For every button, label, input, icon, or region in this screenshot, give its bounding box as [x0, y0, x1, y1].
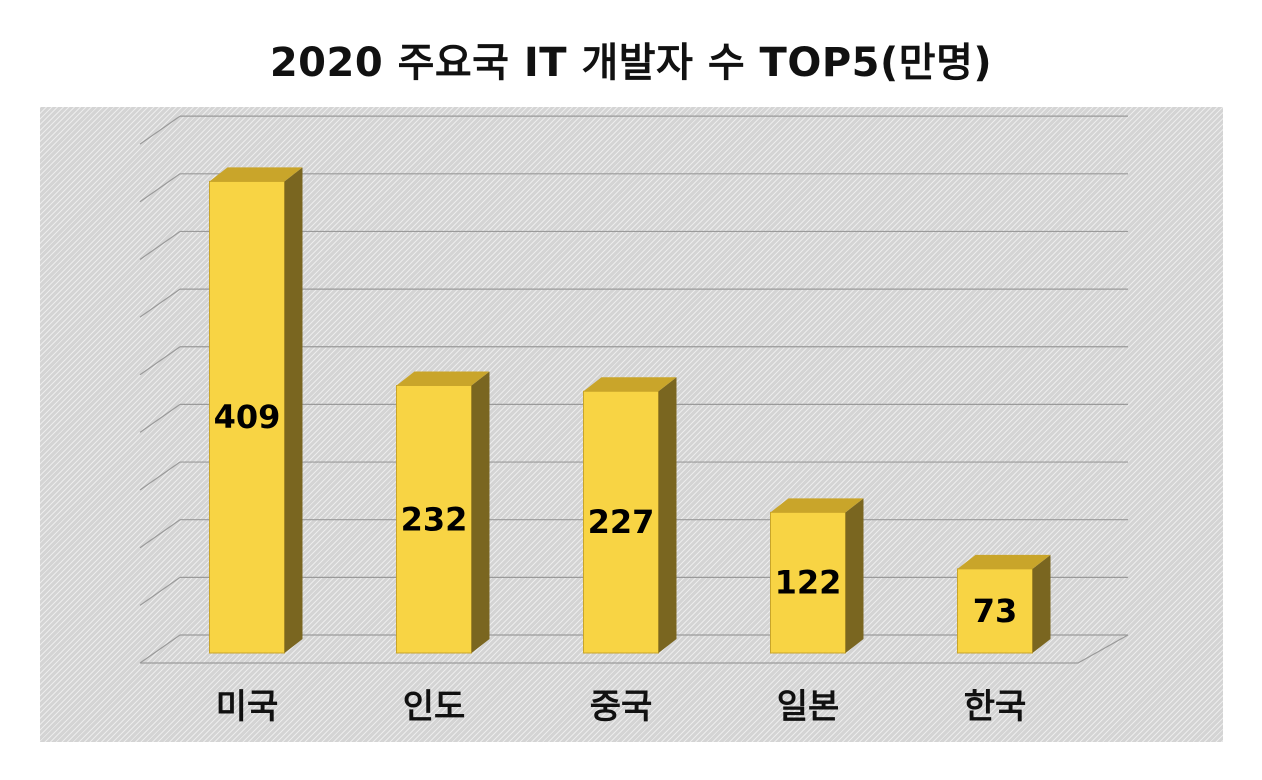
gridline-left-wall	[139, 519, 181, 549]
bar-value-label: 122	[775, 564, 842, 602]
category-label: 미국	[216, 687, 279, 727]
gridline-left-wall	[139, 115, 181, 145]
bars: 409 232 227 122 73	[209, 167, 1051, 654]
gridline-left-wall	[139, 173, 181, 203]
category-label: 중국	[590, 687, 653, 727]
bar-side	[471, 371, 490, 653]
bar-side	[1032, 554, 1051, 653]
gridline-left-wall	[139, 576, 181, 606]
bar	[396, 385, 472, 654]
bar-top	[583, 377, 677, 392]
chart-title: 2020 주요국 IT 개발자 수 TOP5(만명)	[269, 40, 993, 86]
bar-value-label: 227	[588, 503, 655, 541]
bar-value-label: 73	[973, 592, 1018, 630]
bar-side	[284, 167, 303, 653]
bar-side	[658, 377, 677, 653]
bar-top	[209, 167, 303, 182]
category-label: 일본	[777, 687, 840, 727]
gridline-left-wall	[139, 288, 181, 318]
bar	[957, 568, 1033, 654]
gridline-left-wall	[139, 461, 181, 491]
bar-value-label: 232	[401, 500, 468, 538]
bar	[770, 511, 846, 654]
bar-top	[957, 554, 1051, 569]
gridline-left-wall	[139, 403, 181, 433]
category-labels: 미국 인도 중국 일본 한국	[216, 687, 1027, 727]
bar-value-label: 409	[214, 398, 281, 436]
bar-top	[396, 371, 490, 386]
bar-top	[770, 498, 864, 513]
floor-edge	[140, 634, 1129, 664]
bar	[583, 390, 659, 654]
category-label: 한국	[964, 687, 1027, 727]
bar	[209, 180, 285, 654]
category-label: 인도	[403, 687, 466, 727]
gridline-left-wall	[139, 634, 181, 664]
bar-side	[845, 498, 864, 653]
gridline-left-wall	[139, 346, 181, 376]
gridline-left-wall	[139, 230, 181, 260]
